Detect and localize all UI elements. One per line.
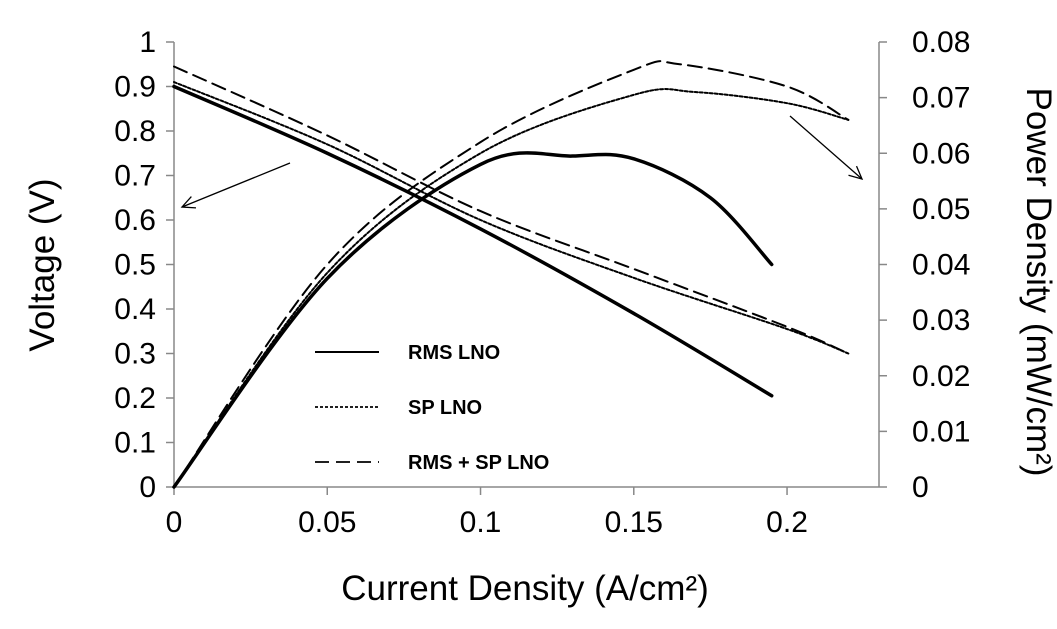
legend-label: RMS + SP LNO xyxy=(408,452,549,474)
series-line-voltage-rms-sp-lno xyxy=(173,65,850,355)
x-tick-label: 0.2 xyxy=(766,506,808,539)
arrow-power-right-head xyxy=(848,165,864,180)
y-tick-label: 0.5 xyxy=(114,249,156,282)
x-tick-label: 0 xyxy=(166,506,183,539)
y-tick-label: 0.6 xyxy=(114,204,156,237)
x-tick-label: 0.05 xyxy=(298,506,356,539)
legend: RMS LNO SP LNO RMS + SP LNO xyxy=(315,342,549,474)
y2-tick-label: 0 xyxy=(912,471,929,504)
series-layer xyxy=(172,60,850,489)
arrow-power-right xyxy=(789,115,863,180)
y2-tick-label: 0.07 xyxy=(912,82,970,115)
y-tick-label: 0.3 xyxy=(114,338,156,371)
series-line-voltage-rms-lno xyxy=(172,84,774,398)
y2-tick-label: 0.03 xyxy=(912,304,970,337)
x-tick-label: 0.15 xyxy=(605,506,663,539)
x-axis-title: Current Density (A/cm²) xyxy=(341,569,709,608)
arrow-voltage-left xyxy=(181,162,291,208)
y2-tick-label: 0.01 xyxy=(912,415,970,448)
annotation-arrows xyxy=(180,115,864,209)
y2-tick-label: 0.08 xyxy=(912,26,970,59)
y-tick-label: 0.2 xyxy=(114,382,156,415)
series-line-power-sp-lno xyxy=(173,88,850,488)
arrow-voltage-left-head xyxy=(180,196,197,209)
y2-tick-label: 0.04 xyxy=(912,249,970,282)
y2-axis-title: Power Density (mW/cm²) xyxy=(1019,88,1057,477)
y-tick-label: 0.9 xyxy=(114,71,156,104)
y2-tick-label: 0.05 xyxy=(912,193,970,226)
y-tick-label: 0.4 xyxy=(114,293,156,326)
y-axis-title: Voltage (V) xyxy=(23,178,62,351)
x-tick-label: 0.1 xyxy=(460,506,502,539)
y2-tick-label: 0.02 xyxy=(912,360,970,393)
y-tick-label: 0.7 xyxy=(114,160,156,193)
legend-label: RMS LNO xyxy=(408,342,500,364)
y-tick-label: 0 xyxy=(139,471,156,504)
series-line-voltage-sp-lno xyxy=(173,81,850,355)
y2-tick-label: 0.06 xyxy=(912,137,970,170)
chart-axes: 0 0.1 0.2 0.3 0.4 0.5 0.6 0.7 0.8 0.9 1 0 0.01 0.02 0.… xyxy=(114,26,970,539)
series-line-power-rms-sp-lno xyxy=(173,60,850,488)
y-tick-label: 0.8 xyxy=(114,115,156,148)
y-tick-label: 0.1 xyxy=(114,427,156,460)
series-line-power-rms-lno xyxy=(172,151,774,489)
legend-label: SP LNO xyxy=(408,397,482,419)
y-tick-label: 1 xyxy=(139,26,156,59)
